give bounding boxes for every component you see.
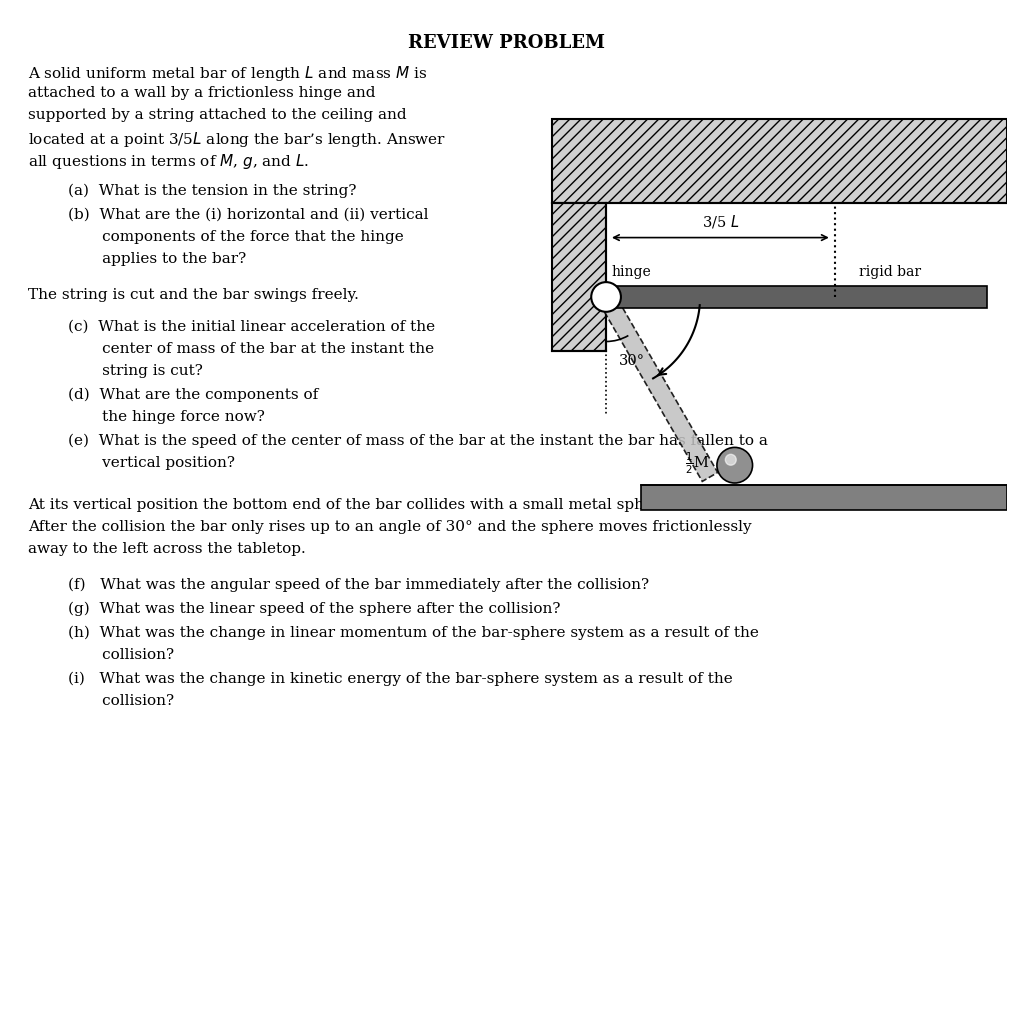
Bar xyxy=(552,119,1007,203)
Text: (g)  What was the linear speed of the sphere after the collision?: (g) What was the linear speed of the sph… xyxy=(68,602,560,616)
Text: (h)  What was the change in linear momentum of the bar-sphere system as a result: (h) What was the change in linear moment… xyxy=(68,626,759,640)
Text: applies to the bar?: applies to the bar? xyxy=(68,252,247,266)
Text: away to the left across the tabletop.: away to the left across the tabletop. xyxy=(28,542,306,556)
Text: center of mass of the bar at the instant the: center of mass of the bar at the instant… xyxy=(68,342,434,356)
Text: vertical position?: vertical position? xyxy=(68,456,235,470)
Text: REVIEW PROBLEM: REVIEW PROBLEM xyxy=(408,34,606,52)
Text: (f)   What was the angular speed of the bar immediately after the collision?: (f) What was the angular speed of the ba… xyxy=(68,578,650,593)
Polygon shape xyxy=(599,293,718,481)
Text: (e)  What is the speed of the center of mass of the bar at the instant the bar h: (e) What is the speed of the center of m… xyxy=(68,434,768,449)
Circle shape xyxy=(726,455,736,465)
Text: (c)  What is the initial linear acceleration of the: (c) What is the initial linear accelerat… xyxy=(68,319,435,334)
Circle shape xyxy=(717,447,752,483)
Bar xyxy=(552,203,606,351)
Text: (i)   What was the change in kinetic energy of the bar-sphere system as a result: (i) What was the change in kinetic energ… xyxy=(68,672,733,686)
Text: The string is cut and the bar swings freely.: The string is cut and the bar swings fre… xyxy=(28,288,359,302)
Text: the hinge force now?: the hinge force now? xyxy=(68,410,265,424)
Text: $\frac{1}{2}$M: $\frac{1}{2}$M xyxy=(685,451,709,476)
Text: components of the force that the hinge: components of the force that the hinge xyxy=(68,230,404,244)
Text: attached to a wall by a frictionless hinge and: attached to a wall by a frictionless hin… xyxy=(28,86,376,100)
Text: supported by a string attached to the ceiling and: supported by a string attached to the ce… xyxy=(28,108,407,122)
Text: all questions in terms of $M$, $g$, and $L$.: all questions in terms of $M$, $g$, and … xyxy=(28,152,310,171)
Text: hinge: hinge xyxy=(611,265,651,280)
Text: collision?: collision? xyxy=(68,694,175,708)
Text: After the collision the bar only rises up to an angle of 30° and the sphere move: After the collision the bar only rises u… xyxy=(28,520,752,534)
Bar xyxy=(606,286,987,308)
Text: collision?: collision? xyxy=(68,648,175,662)
Text: At its vertical position the bottom end of the bar collides with a small metal s: At its vertical position the bottom end … xyxy=(28,498,772,512)
Text: located at a point 3/5$L$ along the bar’s length. Answer: located at a point 3/5$L$ along the bar’… xyxy=(28,130,447,150)
Text: A solid uniform metal bar of length $L$ and mass $M$ is: A solid uniform metal bar of length $L$ … xyxy=(28,63,427,83)
Text: (d)  What are the components of: (d) What are the components of xyxy=(68,388,319,402)
Circle shape xyxy=(591,283,621,312)
Text: 3/5 $L$: 3/5 $L$ xyxy=(701,213,739,229)
Text: 30°: 30° xyxy=(619,354,645,369)
Text: (a)  What is the tension in the string?: (a) What is the tension in the string? xyxy=(68,184,356,199)
Bar xyxy=(640,485,1007,510)
Text: (b)  What are the (i) horizontal and (ii) vertical: (b) What are the (i) horizontal and (ii)… xyxy=(68,208,428,222)
Text: string is cut?: string is cut? xyxy=(68,364,203,378)
Text: rigid bar: rigid bar xyxy=(860,265,922,280)
